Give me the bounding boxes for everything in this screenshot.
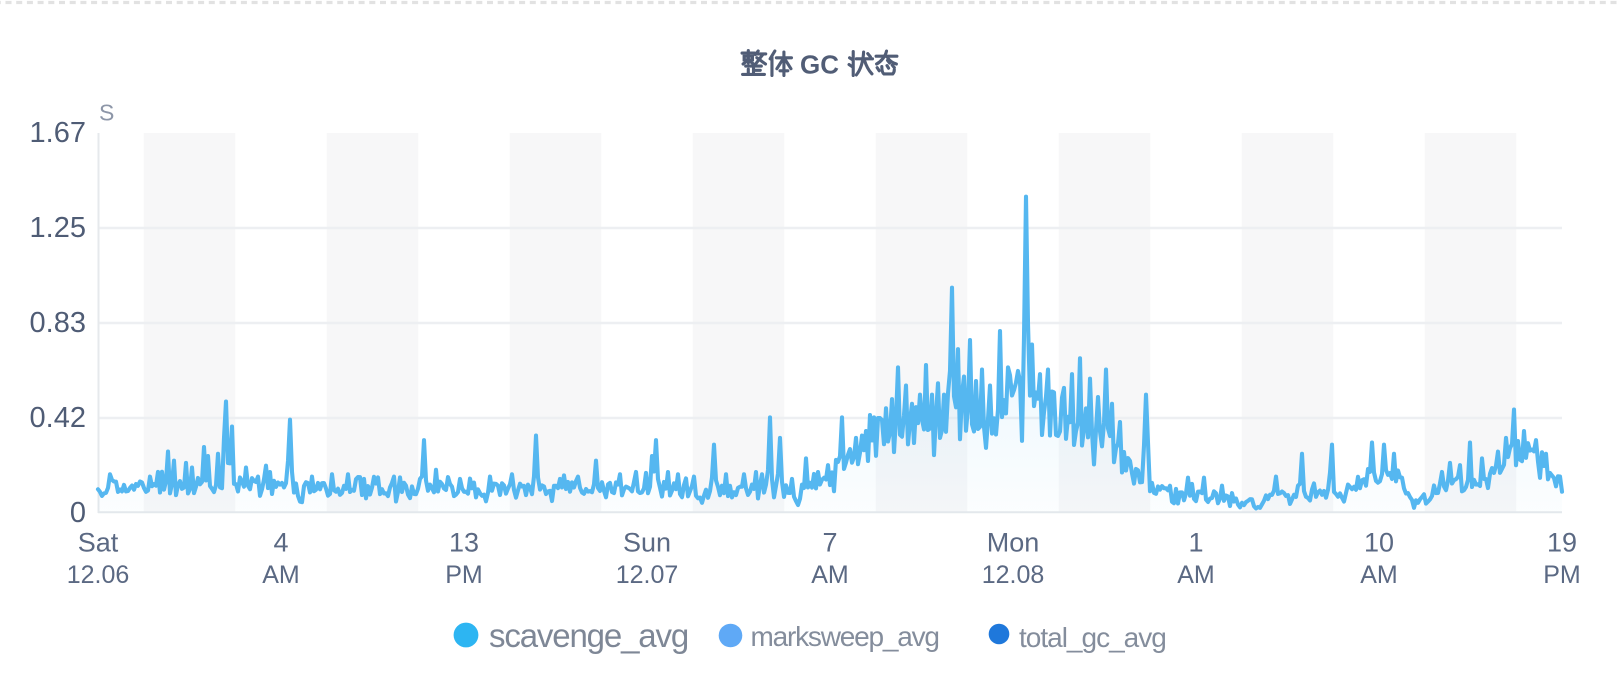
svg-text:AM: AM (1177, 561, 1215, 589)
svg-text:1.25: 1.25 (30, 212, 86, 244)
svg-text:7: 7 (822, 528, 837, 558)
svg-text:AM: AM (262, 561, 300, 589)
svg-text:PM: PM (1543, 561, 1581, 589)
svg-text:10: 10 (1364, 528, 1394, 558)
svg-text:GC: GC (800, 50, 839, 80)
svg-text:Mon: Mon (987, 528, 1040, 558)
svg-text:12.07: 12.07 (616, 561, 679, 589)
svg-text:Sun: Sun (623, 528, 671, 558)
svg-text:AM: AM (811, 561, 849, 589)
svg-text:AM: AM (1360, 561, 1398, 589)
svg-text:4: 4 (273, 528, 288, 558)
svg-text:PM: PM (445, 561, 483, 589)
svg-text:1: 1 (1188, 528, 1203, 558)
svg-text:S: S (99, 100, 114, 126)
svg-text:12.06: 12.06 (67, 561, 130, 589)
svg-text:1.67: 1.67 (30, 117, 86, 149)
svg-text:total_gc_avg: total_gc_avg (1019, 622, 1166, 653)
svg-text:scavenge_avg: scavenge_avg (489, 617, 688, 654)
svg-text:0.42: 0.42 (30, 402, 86, 434)
svg-text:marksweep_avg: marksweep_avg (751, 621, 939, 652)
svg-text:0: 0 (70, 497, 86, 529)
svg-text:Sat: Sat (78, 528, 119, 558)
svg-text:19: 19 (1547, 528, 1577, 558)
svg-text:13: 13 (449, 528, 479, 558)
svg-text:0.83: 0.83 (30, 307, 86, 339)
svg-text:12.08: 12.08 (982, 561, 1045, 589)
